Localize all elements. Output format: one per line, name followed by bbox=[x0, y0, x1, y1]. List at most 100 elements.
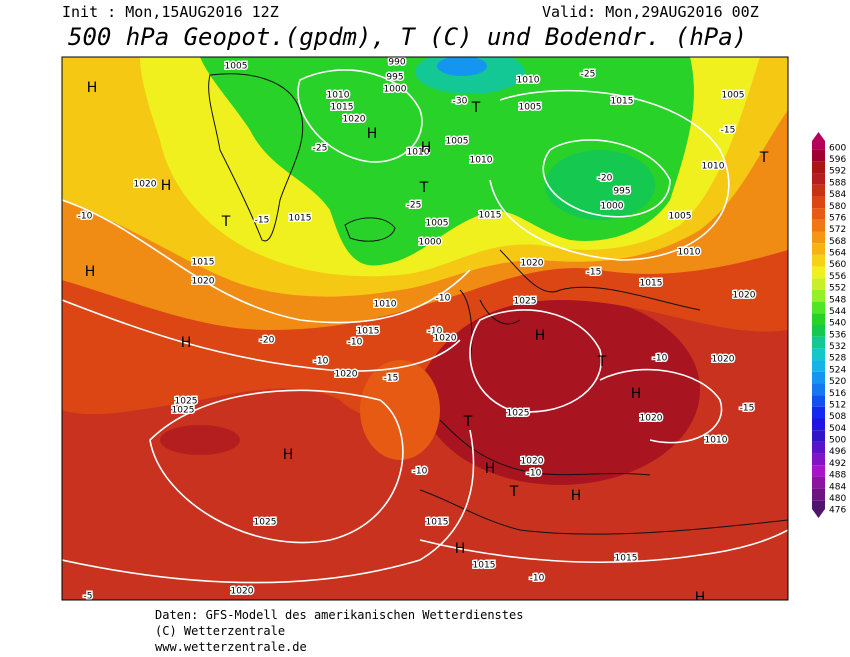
contour-label: 1000 bbox=[384, 85, 407, 95]
colorbar-cell bbox=[812, 406, 825, 419]
colorbar-cell bbox=[812, 161, 825, 174]
contour-label: 1010 bbox=[374, 300, 397, 310]
isobar bbox=[297, 69, 423, 163]
contour-label: 1020 bbox=[231, 587, 254, 597]
isobar bbox=[149, 389, 404, 544]
pressure-center: H bbox=[571, 488, 582, 504]
contour-label: 1020 bbox=[733, 291, 756, 301]
colorbar-label: 504 bbox=[829, 424, 846, 434]
colorbar-label: 496 bbox=[829, 447, 846, 457]
contour-label: -10 bbox=[413, 467, 428, 477]
contour-label: 1005 bbox=[669, 212, 692, 222]
pressure-center: H bbox=[367, 126, 378, 142]
iceland-coast bbox=[344, 217, 396, 242]
init-time: Init : Mon,15AUG2016 12Z bbox=[62, 3, 279, 21]
green-core bbox=[545, 150, 655, 220]
pressure-center: T bbox=[463, 414, 473, 430]
contour-label: 1025 bbox=[254, 518, 277, 528]
pressure-center: T bbox=[597, 354, 607, 370]
contour-label: -10 bbox=[314, 357, 329, 367]
contour-label: 1015 bbox=[473, 561, 496, 571]
contour-label: -10 bbox=[530, 574, 545, 584]
colorbar-label: 524 bbox=[829, 365, 846, 375]
pressure-center: H bbox=[85, 264, 96, 280]
pressure-center: T bbox=[419, 180, 429, 196]
colorbar-label: 536 bbox=[829, 330, 846, 340]
contour-label: 1015 bbox=[331, 103, 354, 113]
pressure-center: T bbox=[509, 484, 519, 500]
contour-label: -10 bbox=[348, 338, 363, 348]
contour-label: 1010 bbox=[407, 148, 430, 158]
colorbar-cell bbox=[812, 243, 825, 255]
isobar bbox=[489, 89, 730, 261]
pressure-center: H bbox=[181, 335, 192, 351]
colorbar: 6005965925885845805765725685645605565525… bbox=[812, 132, 846, 518]
colorbar-cell bbox=[812, 488, 825, 501]
colorbar-label: 512 bbox=[829, 400, 846, 410]
pressure-center: H bbox=[421, 140, 432, 156]
colorbar-cell bbox=[812, 208, 825, 220]
colorbar-label: 572 bbox=[829, 225, 846, 235]
pressure-center: T bbox=[759, 150, 769, 166]
colorbar-cell bbox=[812, 149, 825, 162]
colorbar-label: 492 bbox=[829, 459, 846, 469]
colorbar-cell bbox=[812, 231, 825, 244]
contour-label: -20 bbox=[260, 336, 275, 346]
contour-label: 1015 bbox=[611, 97, 634, 107]
isobar bbox=[419, 529, 788, 563]
colorbar-cell bbox=[812, 219, 825, 232]
pressure-center: H bbox=[695, 590, 706, 606]
pressure-center: H bbox=[87, 80, 98, 96]
colorbar-cell bbox=[812, 266, 825, 279]
contour-label: 1020 bbox=[192, 277, 215, 287]
colorbar-label: 528 bbox=[829, 354, 846, 364]
contour-label: 1020 bbox=[712, 355, 735, 365]
contour-label: 1010 bbox=[517, 76, 540, 86]
colorbar-cell bbox=[812, 132, 825, 150]
contour-label: 995 bbox=[613, 187, 630, 197]
pressure-center: H bbox=[283, 447, 294, 463]
contour-label: 1005 bbox=[426, 219, 449, 229]
contour-label: 1025 bbox=[514, 297, 537, 307]
colorbar-cell bbox=[812, 254, 825, 267]
colorbar-cell bbox=[812, 348, 825, 361]
colorbar-cell bbox=[812, 418, 825, 431]
europe-coast bbox=[419, 249, 788, 535]
title: 500 hPa Geopot.(gpdm), T (C) und Bodendr… bbox=[68, 23, 747, 51]
greenland-coast bbox=[208, 73, 304, 242]
colorbar-label: 580 bbox=[829, 202, 846, 212]
contour-label: 1020 bbox=[521, 259, 544, 269]
contour-label: 1010 bbox=[702, 162, 725, 172]
colorbar-label: 476 bbox=[829, 506, 846, 516]
contour-label: -5 bbox=[84, 592, 93, 602]
colorbar-label: 584 bbox=[829, 190, 846, 200]
colorbar-cell bbox=[812, 441, 825, 454]
contour-label: 1025 bbox=[172, 406, 195, 416]
colorbar-label: 540 bbox=[829, 319, 846, 329]
colorbar-label: 500 bbox=[829, 436, 846, 446]
contour-label: -10 bbox=[527, 469, 542, 479]
contour-label: -10 bbox=[653, 354, 668, 364]
colorbar-cell bbox=[812, 336, 825, 349]
colorbar-label: 508 bbox=[829, 412, 846, 422]
pressure-center: H bbox=[631, 386, 642, 402]
contour-label: 1020 bbox=[343, 115, 366, 125]
pressure-center: H bbox=[455, 541, 466, 557]
colorbar-cell bbox=[812, 465, 825, 477]
footer-line: (C) Wetterzentrale bbox=[155, 624, 285, 638]
colorbar-cell bbox=[812, 500, 825, 518]
contour-label: 1020 bbox=[134, 180, 157, 190]
colorbar-cell bbox=[812, 313, 825, 325]
contour-label: 1015 bbox=[615, 554, 638, 564]
contour-label: 1010 bbox=[705, 436, 728, 446]
contour-label: 1010 bbox=[678, 248, 701, 258]
contour-label: 1025 bbox=[175, 397, 198, 407]
contour-label: 1005 bbox=[722, 91, 745, 101]
contour-label: 1005 bbox=[446, 137, 469, 147]
contour-label: 1015 bbox=[289, 214, 312, 224]
contour-label: 990 bbox=[388, 58, 405, 68]
pressure-center: H bbox=[485, 461, 496, 477]
colorbar-label: 568 bbox=[829, 237, 846, 247]
colorbar-label: 516 bbox=[829, 389, 846, 399]
